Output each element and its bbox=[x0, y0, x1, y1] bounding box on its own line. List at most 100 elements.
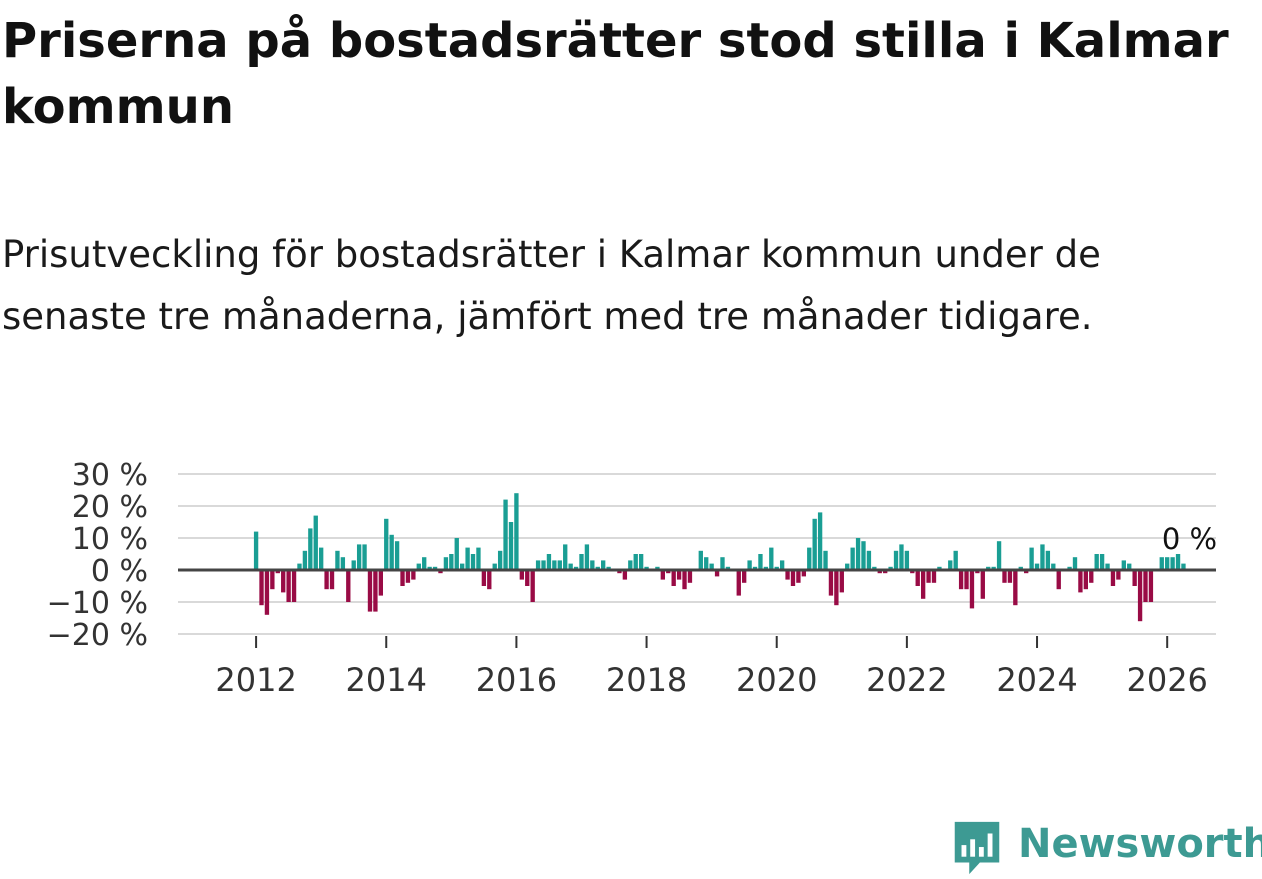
bar bbox=[1089, 570, 1094, 583]
bar bbox=[568, 563, 573, 570]
bar bbox=[416, 563, 421, 570]
x-axis: 2012 2014 2016 2018 2020 2022 2024 2026 bbox=[215, 636, 1208, 699]
bar bbox=[1132, 570, 1137, 586]
x-tick-label: 2022 bbox=[866, 661, 947, 699]
bar bbox=[774, 566, 779, 570]
bar bbox=[1137, 570, 1143, 622]
bar bbox=[1078, 570, 1083, 593]
bar bbox=[817, 512, 823, 570]
bar bbox=[432, 566, 438, 570]
x-tick-label: 2012 bbox=[215, 661, 296, 699]
bar bbox=[454, 538, 459, 570]
bar bbox=[281, 570, 286, 593]
chart-subtitle: Prisutveckling för bostadsrätter i Kalma… bbox=[2, 233, 1101, 338]
x-tick-label: 2018 bbox=[606, 661, 687, 699]
bar bbox=[253, 531, 259, 570]
bar bbox=[319, 547, 324, 570]
bar bbox=[405, 570, 411, 583]
bar bbox=[535, 560, 541, 570]
bar bbox=[470, 554, 476, 570]
bar bbox=[270, 570, 275, 590]
bar bbox=[1056, 570, 1061, 590]
bar bbox=[346, 570, 351, 602]
bar bbox=[888, 566, 893, 570]
bar bbox=[590, 560, 595, 570]
bars bbox=[253, 493, 1186, 622]
bar bbox=[769, 547, 774, 570]
bar bbox=[384, 518, 389, 570]
bar bbox=[742, 570, 747, 583]
bar bbox=[801, 570, 807, 577]
bar bbox=[324, 570, 329, 590]
bar bbox=[877, 570, 882, 574]
bar bbox=[872, 566, 877, 570]
bar bbox=[394, 541, 400, 570]
bar bbox=[1072, 557, 1078, 570]
bar bbox=[926, 570, 931, 583]
brand-name: Newsworthy bbox=[1018, 821, 1262, 867]
bar bbox=[606, 566, 611, 570]
bar bbox=[904, 550, 910, 570]
bar bbox=[541, 560, 546, 570]
bar bbox=[1181, 563, 1186, 570]
bar bbox=[335, 550, 340, 570]
bar bbox=[411, 570, 416, 580]
bar bbox=[259, 570, 264, 606]
bar bbox=[1165, 557, 1170, 570]
bar bbox=[275, 570, 280, 574]
bar bbox=[1094, 554, 1099, 570]
bar bbox=[389, 534, 394, 570]
bar bbox=[492, 563, 497, 570]
bar bbox=[503, 499, 508, 570]
bar bbox=[1007, 570, 1013, 583]
bar bbox=[883, 570, 888, 574]
bar bbox=[443, 557, 449, 570]
bar bbox=[861, 541, 866, 570]
bar bbox=[682, 570, 687, 590]
bar bbox=[340, 557, 346, 570]
gridlines bbox=[178, 473, 1216, 635]
bar bbox=[422, 557, 427, 570]
bar bbox=[986, 566, 991, 570]
bar bbox=[552, 560, 557, 570]
bar bbox=[1170, 557, 1175, 570]
bar bbox=[845, 563, 850, 570]
bar bbox=[747, 560, 752, 570]
bar bbox=[264, 570, 270, 615]
bar bbox=[899, 544, 904, 570]
bar bbox=[601, 560, 606, 570]
bar-chart: 30 %20 %10 %0 %−10 %−20 % 2012 2014 2016 20… bbox=[47, 458, 1217, 699]
bar bbox=[937, 566, 942, 570]
bar bbox=[525, 570, 530, 586]
bar bbox=[351, 560, 356, 570]
bar bbox=[796, 570, 801, 583]
bar bbox=[291, 570, 297, 602]
bar bbox=[557, 560, 562, 570]
bar bbox=[1105, 563, 1110, 570]
bar bbox=[671, 570, 676, 586]
bar bbox=[644, 566, 649, 570]
bar bbox=[823, 550, 828, 570]
bar bbox=[1127, 563, 1132, 570]
bar bbox=[595, 566, 600, 570]
bar bbox=[465, 547, 470, 570]
bar bbox=[931, 570, 937, 583]
bar bbox=[666, 570, 671, 574]
bar bbox=[850, 547, 855, 570]
newsworthy-logo-icon bbox=[954, 821, 1000, 875]
bar bbox=[481, 570, 487, 586]
y-tick-label: −10 % bbox=[47, 586, 148, 621]
bar bbox=[953, 550, 958, 570]
bar bbox=[996, 541, 1002, 570]
bar bbox=[514, 493, 519, 570]
bar bbox=[687, 570, 693, 583]
bar bbox=[487, 570, 492, 590]
bar bbox=[1175, 554, 1181, 570]
bar bbox=[1013, 570, 1018, 606]
y-tick-label: 20 % bbox=[72, 490, 148, 525]
bar bbox=[1110, 570, 1116, 586]
bar bbox=[676, 570, 682, 580]
bar bbox=[1116, 570, 1121, 580]
bar bbox=[367, 570, 373, 612]
bar bbox=[714, 570, 720, 577]
